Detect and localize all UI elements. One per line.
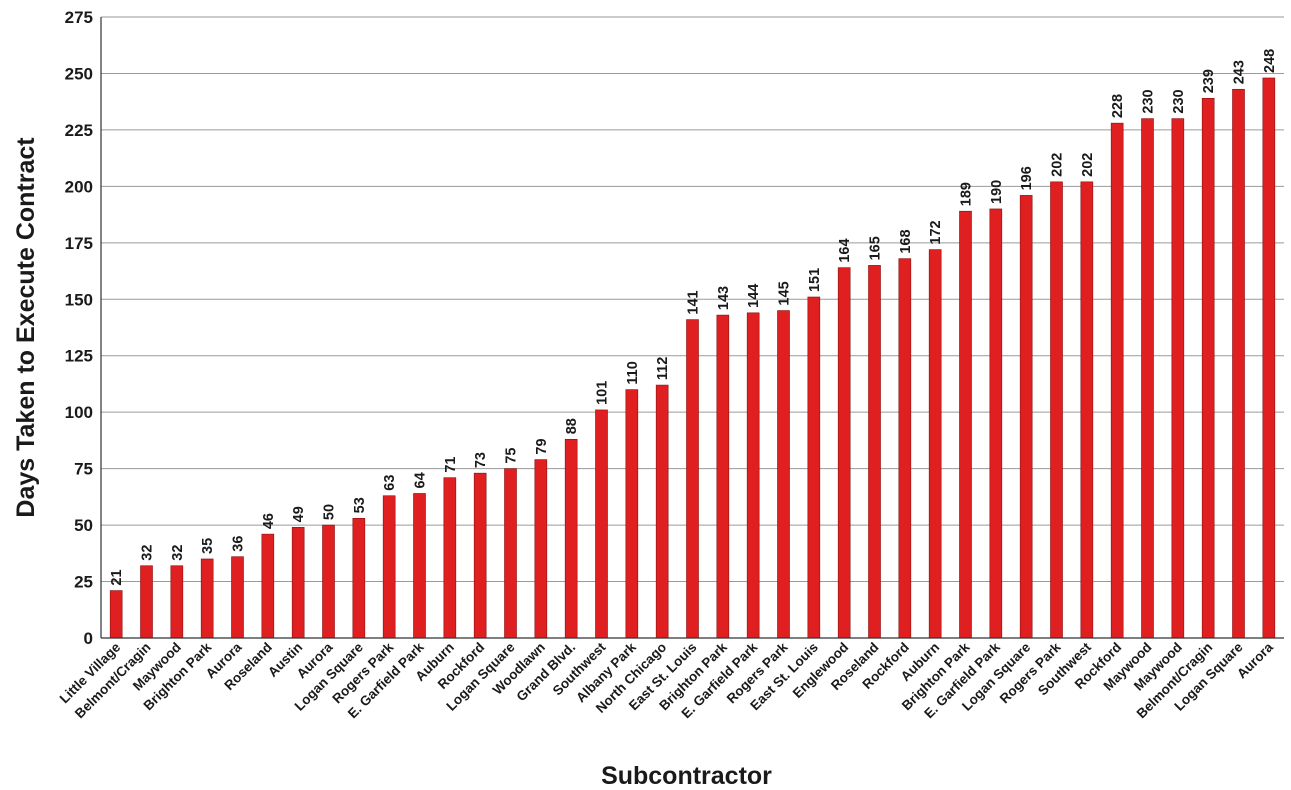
bar-value-label: 141	[686, 290, 702, 314]
bar-value-label: 112	[655, 357, 671, 380]
bar	[443, 477, 457, 639]
bar-value-label: 36	[231, 536, 247, 552]
bar-value-label: 46	[261, 513, 277, 529]
bar	[200, 558, 214, 639]
data-labels: 21 32 32 35 36 46 49 50 53 63 64 71 73 75 79 88 101 110 11…	[109, 49, 1278, 586]
bar	[1262, 77, 1276, 639]
bar	[534, 459, 548, 639]
bar	[413, 493, 426, 639]
bar	[322, 524, 335, 639]
y-tick-label: 25	[74, 573, 93, 592]
bar-value-label: 168	[898, 229, 914, 253]
y-tick-label: 175	[65, 234, 93, 253]
bar-value-label: 143	[716, 286, 732, 310]
bar	[595, 409, 608, 639]
bar-value-label: 101	[595, 381, 611, 405]
bar-value-label: 53	[352, 497, 368, 513]
bar	[352, 518, 366, 639]
bar-value-label: 49	[291, 506, 307, 522]
y-tick-label: 75	[74, 460, 93, 479]
bar	[109, 590, 123, 639]
bar-value-label: 75	[504, 447, 520, 463]
bar	[261, 533, 275, 639]
bar	[746, 312, 760, 639]
bar-value-label: 64	[413, 472, 429, 488]
bar	[989, 208, 1003, 639]
bar	[473, 472, 487, 639]
bar	[170, 565, 184, 639]
bar	[1201, 97, 1215, 639]
bar	[504, 468, 517, 639]
bar-value-label: 145	[777, 281, 793, 305]
bar	[655, 384, 669, 639]
bar-value-label: 21	[109, 569, 125, 585]
bar-value-label: 165	[868, 236, 884, 260]
y-tick-label: 150	[65, 290, 93, 309]
y-tick-label: 50	[74, 516, 93, 535]
bar	[1171, 118, 1185, 639]
y-tick-label: 250	[65, 64, 93, 83]
bar-value-label: 230	[1141, 89, 1157, 113]
bar-value-label: 110	[625, 361, 641, 384]
bar	[1232, 88, 1245, 639]
y-tick-label: 100	[65, 403, 93, 422]
y-tick-label: 0	[84, 629, 93, 648]
bar	[777, 310, 790, 639]
bar-value-label: 50	[322, 504, 338, 520]
x-axis-category-labels: Little VillageBelmont/CraginMaywoodBrigh…	[57, 639, 1277, 721]
y-tick-label: 225	[65, 121, 93, 140]
bar-value-label: 202	[1050, 153, 1066, 177]
bar-value-label: 228	[1110, 94, 1126, 118]
bar	[807, 296, 821, 639]
bar	[1080, 181, 1094, 639]
bar	[837, 267, 851, 639]
bar-value-label: 63	[382, 475, 398, 491]
bar-value-label: 248	[1262, 49, 1278, 73]
bar	[382, 495, 396, 639]
bar-value-label: 73	[473, 452, 489, 468]
bar	[1019, 195, 1033, 639]
bar-value-label: 243	[1232, 60, 1248, 84]
bar-value-label: 239	[1201, 69, 1217, 93]
bar	[716, 314, 730, 639]
bar	[564, 438, 578, 639]
x-axis-title: Subcontractor	[601, 762, 772, 790]
bar-value-label: 202	[1080, 153, 1096, 177]
bar-value-label: 151	[807, 268, 823, 292]
bar	[898, 258, 912, 639]
bar	[231, 556, 244, 639]
bar-value-label: 189	[959, 182, 975, 206]
bar	[1050, 181, 1063, 639]
bar	[625, 389, 639, 639]
bar-value-label: 35	[200, 538, 216, 554]
bar-value-label: 172	[928, 220, 944, 244]
bar	[140, 565, 153, 639]
bar-value-label: 230	[1171, 89, 1187, 113]
bar	[291, 527, 305, 639]
y-tick-label: 200	[65, 177, 93, 196]
y-tick-label: 275	[65, 8, 93, 27]
bar	[686, 319, 699, 639]
bar	[928, 249, 942, 639]
bar-value-label: 190	[989, 180, 1005, 204]
bar	[868, 265, 881, 639]
bar-value-label: 71	[443, 457, 459, 473]
bar	[1141, 118, 1154, 639]
bar-value-label: 144	[746, 284, 762, 308]
bar-value-label: 196	[1019, 166, 1035, 190]
bars	[109, 77, 1276, 639]
bar-value-label: 32	[170, 545, 186, 561]
y-axis-title: Days Taken to Execute Contract	[12, 137, 40, 518]
y-axis-tick-labels: 0 25 50 75 100 125 150 175 200 225 250 275	[65, 8, 93, 648]
bar	[959, 210, 972, 639]
y-tick-label: 125	[65, 347, 93, 366]
bar-value-label: 88	[564, 418, 580, 434]
bar-value-label: 32	[140, 545, 156, 561]
bar-value-label: 79	[534, 438, 550, 454]
bar-value-label: 164	[837, 238, 853, 262]
bar	[1110, 122, 1124, 639]
